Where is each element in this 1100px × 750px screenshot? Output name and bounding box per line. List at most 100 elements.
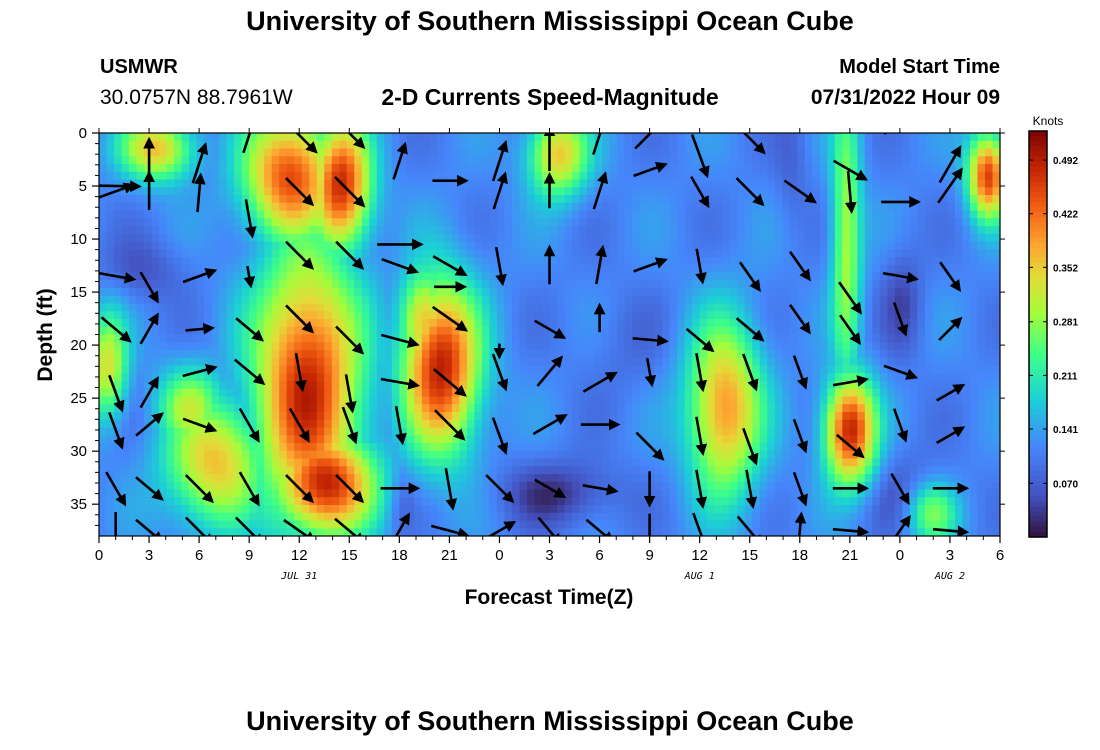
heatmap-cell <box>226 179 235 188</box>
heatmap-cell <box>572 450 581 460</box>
heatmap-cell <box>714 133 723 142</box>
heatmap-cell <box>526 435 536 444</box>
heatmap-cell <box>602 365 611 374</box>
heatmap-cell <box>384 435 393 444</box>
heatmap-cell <box>399 288 408 297</box>
heatmap-cell <box>421 365 430 374</box>
heatmap-cell <box>264 419 273 429</box>
heatmap-cell <box>166 288 175 297</box>
heatmap-cell <box>324 264 333 274</box>
heatmap-cell <box>399 179 408 188</box>
heatmap-cell <box>714 272 723 281</box>
heatmap-cell <box>759 443 768 452</box>
heatmap-cell <box>466 412 476 421</box>
heatmap-cell <box>234 156 243 165</box>
heatmap-cell <box>564 140 573 150</box>
heatmap-cell <box>459 218 468 227</box>
heatmap-cell <box>99 474 108 483</box>
heatmap-cell <box>159 226 168 235</box>
heatmap-cell <box>767 497 776 506</box>
heatmap-cell <box>436 226 445 235</box>
heatmap-cell <box>346 156 355 165</box>
heatmap-cell <box>707 388 716 398</box>
heatmap-cell <box>316 419 325 429</box>
heatmap-cell <box>174 474 183 483</box>
heatmap-cell <box>684 148 693 157</box>
heatmap-cell <box>624 140 633 150</box>
heatmap-cell <box>812 295 821 305</box>
heatmap-cell <box>189 512 198 522</box>
heatmap-cell <box>572 156 581 165</box>
heatmap-cell <box>692 458 701 467</box>
heatmap-cell <box>632 249 641 258</box>
heatmap-cell <box>414 427 423 436</box>
heatmap-cell <box>729 303 738 312</box>
heatmap-cell <box>99 164 108 173</box>
heatmap-cell <box>174 373 183 382</box>
heatmap-cell <box>354 164 363 173</box>
heatmap-cell <box>331 195 340 204</box>
heatmap-cell <box>166 272 175 281</box>
heatmap-cell <box>647 264 656 274</box>
heatmap-cell <box>391 264 400 274</box>
heatmap-cell <box>136 326 145 336</box>
heatmap-cell <box>647 171 656 181</box>
heatmap-cell <box>219 218 228 227</box>
heatmap-cell <box>549 264 558 274</box>
heatmap-cell <box>436 295 445 305</box>
heatmap-cell <box>361 148 370 157</box>
heatmap-cell <box>496 187 506 196</box>
heatmap-cell <box>241 311 250 320</box>
heatmap-cell <box>624 288 633 297</box>
heatmap-cell <box>782 388 791 398</box>
heatmap-cell <box>549 350 558 359</box>
heatmap-cell <box>151 435 160 444</box>
heatmap-cell <box>707 164 716 173</box>
heatmap-cell <box>511 218 521 227</box>
heatmap-cell <box>541 202 551 212</box>
heatmap-cell <box>489 264 498 274</box>
heatmap-cell <box>511 295 521 305</box>
heatmap-cell <box>624 450 633 460</box>
heatmap-cell <box>99 512 108 522</box>
heatmap-cell <box>609 342 618 351</box>
heatmap-cell <box>677 497 686 506</box>
heatmap-cell <box>459 373 468 382</box>
heatmap-cell <box>624 388 633 398</box>
heatmap-cell <box>647 528 656 536</box>
heatmap-cell <box>624 481 633 491</box>
heatmap-cell <box>181 272 190 281</box>
heatmap-cell <box>481 210 491 219</box>
heatmap-cell <box>219 481 228 491</box>
heatmap-cell <box>384 357 393 367</box>
heatmap-cell <box>204 528 213 536</box>
heatmap-cell <box>421 450 430 460</box>
heatmap-cell <box>114 264 123 274</box>
heatmap-cell <box>511 365 521 374</box>
heatmap-cell <box>129 497 138 506</box>
heatmap-cell <box>804 505 813 514</box>
heatmap-cell <box>481 171 491 181</box>
heatmap-cell <box>406 171 415 181</box>
heatmap-cell <box>722 489 731 498</box>
heatmap-cell <box>759 171 768 181</box>
heatmap-cell <box>406 195 415 204</box>
heatmap-cell <box>151 303 160 312</box>
heatmap-cell <box>331 187 340 196</box>
heatmap-cell <box>406 249 415 258</box>
heatmap-cell <box>557 257 566 266</box>
heatmap-cell <box>602 164 611 173</box>
heatmap-cell <box>692 489 701 498</box>
heatmap-cell <box>699 427 708 436</box>
heatmap-cell <box>369 350 378 359</box>
heatmap-cell <box>429 218 438 227</box>
heatmap-cell <box>804 435 813 444</box>
heatmap-cell <box>511 288 521 297</box>
heatmap-cell <box>301 133 310 142</box>
heatmap-cell <box>316 249 325 258</box>
heatmap-cell <box>211 350 220 359</box>
heatmap-cell <box>189 528 198 536</box>
heatmap-cell <box>159 481 168 491</box>
heatmap-cell <box>804 481 813 491</box>
heatmap-cell <box>654 249 663 258</box>
